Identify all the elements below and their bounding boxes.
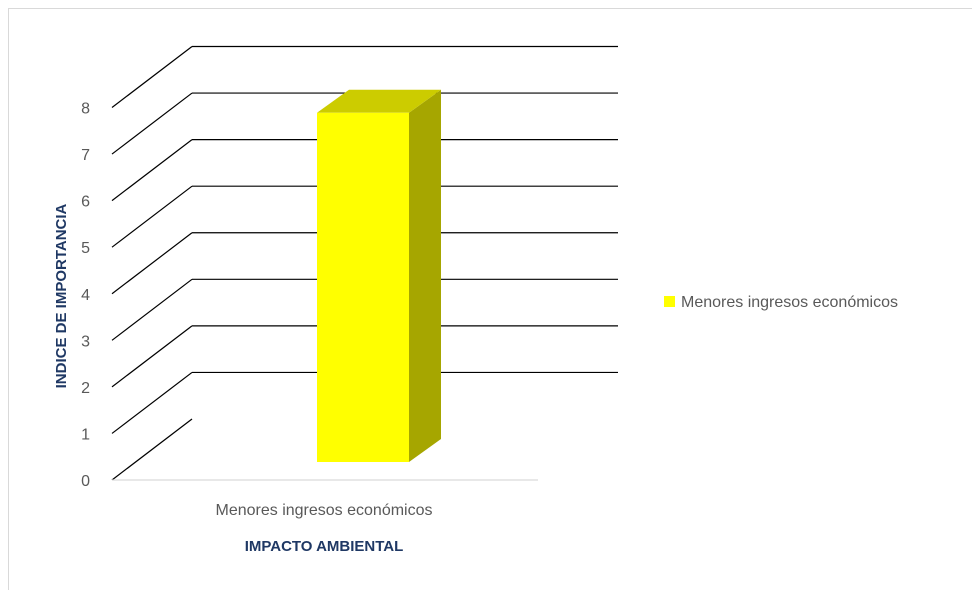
- legend: Menores ingresos económicos: [664, 294, 898, 311]
- y-tick-label: 0: [81, 473, 90, 490]
- y-tick-label: 3: [81, 333, 90, 350]
- x-tick-label: Menores ingresos económicos: [216, 502, 433, 519]
- chart-area: [8, 8, 972, 590]
- gridline-diagonal: [111, 278, 193, 341]
- gridline-diagonal: [111, 92, 193, 155]
- y-tick-label: 1: [81, 426, 90, 443]
- gridline-diagonal: [111, 46, 193, 108]
- y-tick-label: 5: [81, 240, 90, 257]
- bars: [317, 89, 441, 462]
- gridline-diagonal: [111, 325, 193, 388]
- x-tick-labels: Menores ingresos económicos: [216, 502, 433, 519]
- gridline-diagonal: [111, 371, 193, 434]
- legend-label: Menores ingresos económicos: [681, 294, 898, 311]
- bar: [317, 112, 409, 462]
- y-tick-label: 4: [81, 287, 90, 304]
- y-tick-label: 8: [81, 101, 90, 118]
- gridline-diagonal: [111, 185, 193, 248]
- y-axis-title: INDICE DE IMPORTANCIA: [53, 203, 70, 388]
- legend-swatch: [664, 296, 675, 307]
- bar-top: [317, 89, 441, 113]
- bar-side: [409, 89, 441, 462]
- y-tick-label: 7: [81, 147, 90, 164]
- gridline-diagonal: [111, 418, 193, 481]
- y-tick-label: 6: [81, 194, 90, 211]
- gridline-diagonal: [111, 139, 193, 202]
- y-tick-labels: 0 1 2 3 4 5 6 7 8: [81, 101, 90, 491]
- y-tick-label: 2: [81, 380, 90, 397]
- gridline-diagonal: [111, 232, 193, 295]
- x-axis-title: IMPACTO AMBIENTAL: [245, 538, 404, 555]
